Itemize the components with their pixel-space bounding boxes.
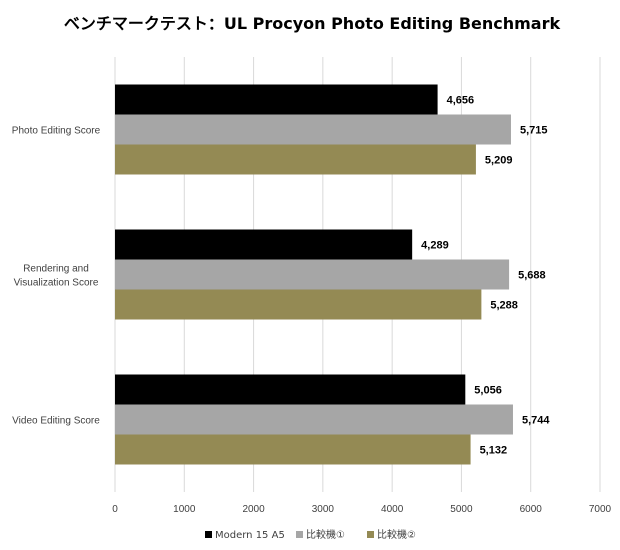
x-tick-label: 6000 (520, 504, 543, 515)
bar (115, 259, 510, 290)
chart-title: ベンチマークテスト：UL Procyon Photo Editing Bench… (64, 14, 561, 33)
legend-label: Modern 15 A5 (215, 530, 285, 541)
bar-value-label: 5,715 (520, 125, 548, 137)
bar (115, 434, 471, 465)
legend-label: 比較機② (377, 528, 416, 541)
x-tick-label: 5000 (450, 504, 473, 515)
bar-value-label: 5,209 (485, 155, 513, 167)
category-labels: Photo Editing Score Rendering and Visualiz… (12, 126, 101, 427)
x-tick-label: 4000 (381, 504, 404, 515)
x-axis-ticks: 0 1000 2000 3000 4000 5000 6000 7000 (112, 504, 611, 515)
category-label: Visualization Score (14, 278, 99, 289)
bar-value-label: 4,289 (421, 240, 449, 252)
bar-value-label: 5,744 (522, 415, 550, 427)
legend-label: 比較機① (306, 528, 345, 541)
x-tick-label: 2000 (242, 504, 265, 515)
bar-value-label: 5,132 (480, 445, 508, 457)
bar-value-label: 5,056 (474, 385, 502, 397)
legend-swatch (367, 531, 374, 538)
x-tick-label: 3000 (312, 504, 335, 515)
x-tick-label: 0 (112, 504, 118, 515)
data-labels: 4,656 5,715 5,209 4,289 5,688 5,288 5,056 5,744… (421, 95, 550, 457)
bar-value-label: 5,688 (518, 270, 546, 282)
legend-swatch (205, 531, 212, 538)
bar (115, 144, 476, 175)
bar-value-label: 5,288 (490, 300, 518, 312)
category-label: Photo Editing Score (12, 126, 101, 137)
legend: Modern 15 A5 比較機① 比較機② (205, 528, 416, 541)
bar (115, 289, 482, 320)
bar (115, 229, 413, 260)
category-label: Rendering and (23, 264, 89, 275)
x-tick-label: 1000 (173, 504, 196, 515)
bar (115, 404, 513, 435)
bars (115, 84, 513, 465)
category-label: Video Editing Score (12, 416, 100, 427)
x-tick-label: 7000 (589, 504, 612, 515)
bar (115, 374, 466, 405)
bar-value-label: 4,656 (447, 95, 475, 107)
bar (115, 114, 511, 145)
bar (115, 84, 438, 115)
legend-swatch (296, 531, 303, 538)
